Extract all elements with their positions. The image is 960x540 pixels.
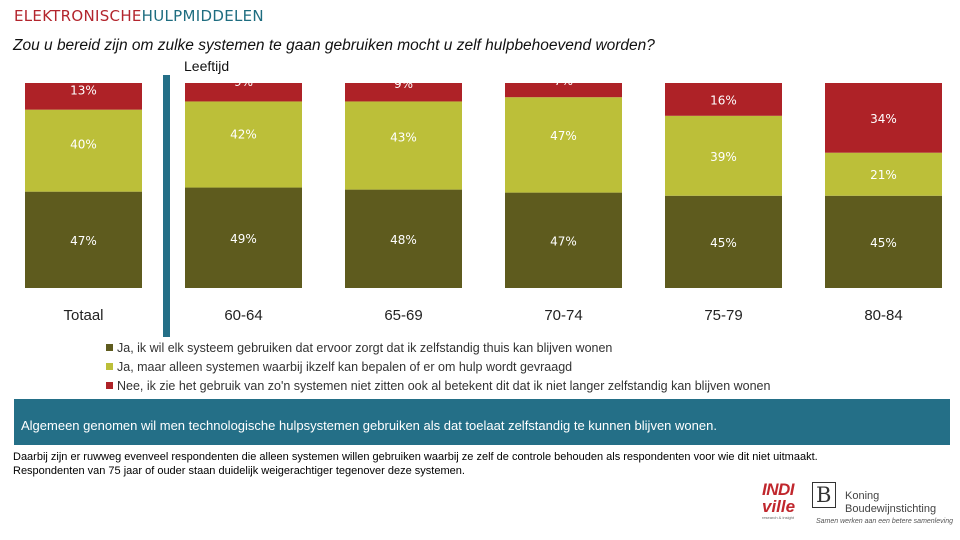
- bar-segment-ja_alleen-4: [665, 115, 782, 196]
- legend-swatch-ja-alleen: [106, 363, 113, 370]
- indiville-logo-line-1: INDI: [762, 480, 795, 499]
- indiville-logo: INDI ville research & insight: [762, 481, 804, 525]
- footnote-line-1: Daarbij zijn er ruwweg evenveel responde…: [13, 451, 818, 463]
- data-label-ja_alleen-4: 39%: [710, 150, 737, 164]
- bar-segment-nee-4: [665, 83, 782, 116]
- data-label-nee-0: 13%: [70, 83, 97, 97]
- bar-segment-nee-0: [25, 83, 142, 110]
- totaal-divider: [163, 75, 170, 337]
- stacked-bar-chart: 47% 40% 13% Totaal 49% 42% 9% 60-64 48% 43% 9% 65-6…: [25, 74, 942, 337]
- bar-segment-ja_alleen-1: [185, 101, 302, 188]
- legend-label-nee: Nee, ik zie het gebruik van zo'n systeme…: [117, 378, 771, 393]
- title-part-2: HULPMIDDELEN: [141, 7, 264, 25]
- bar-segment-nee-2: [345, 83, 462, 102]
- bar-segment-ja_elk-3: [505, 192, 622, 288]
- footnote: Daarbij zijn er ruwweg evenveel responde…: [13, 451, 818, 478]
- bar-segment-nee-5: [825, 83, 942, 153]
- bar-segment-nee-3: [505, 83, 622, 98]
- legend-item-ja-alleen: Ja, maar alleen systemen waarbij ikzelf …: [106, 357, 770, 376]
- kbs-crest-letter: B: [816, 483, 832, 507]
- category-label-1: 60-64: [224, 307, 262, 324]
- conclusion-banner: Algemeen genomen wil men technologische …: [14, 399, 950, 445]
- bar-segment-ja_elk-0: [25, 191, 142, 288]
- category-label-0: Totaal: [63, 307, 103, 324]
- data-label-ja_alleen-3: 47%: [550, 129, 577, 143]
- data-label-ja_alleen-5: 21%: [870, 168, 897, 182]
- category-label-4: 75-79: [704, 307, 742, 324]
- data-label-ja_alleen-0: 40%: [70, 138, 97, 152]
- legend-item-ja-elk: Ja, ik wil elk systeem gebruiken dat erv…: [106, 338, 770, 357]
- kbs-logo: B Koning Boudewijnstichting Samen werken…: [812, 482, 953, 526]
- bar-segment-ja_alleen-2: [345, 101, 462, 190]
- slide-title: ELEKTRONISCHEHULPMIDDELEN: [14, 7, 264, 25]
- data-label-nee-2: 9%: [394, 77, 413, 91]
- conclusion-text: Algemeen genomen wil men technologische …: [21, 418, 717, 433]
- kbs-crest-icon: B: [812, 482, 836, 508]
- bar-segment-ja_alleen-3: [505, 97, 622, 193]
- bar-segment-ja_alleen-5: [825, 152, 942, 196]
- bar-segment-ja_elk-2: [345, 189, 462, 288]
- footnote-line-2: Respondenten van 75 jaar of ouder staan …: [13, 464, 465, 477]
- data-label-ja_elk-4: 45%: [710, 236, 737, 250]
- bar-segment-ja_elk-1: [185, 187, 302, 288]
- data-label-ja_elk-1: 49%: [230, 232, 257, 246]
- data-label-ja_elk-2: 48%: [390, 233, 417, 247]
- data-label-ja_elk-0: 47%: [70, 234, 97, 248]
- data-label-ja_alleen-2: 43%: [390, 131, 417, 145]
- category-label-5: 80-84: [864, 307, 902, 324]
- legend-label-ja-elk: Ja, ik wil elk systeem gebruiken dat erv…: [117, 340, 613, 355]
- bar-segment-ja_elk-5: [825, 195, 942, 288]
- data-label-ja_elk-5: 45%: [870, 236, 897, 250]
- chart-subtitle: Leeftijd: [184, 58, 230, 74]
- title-part-1: ELEKTRONISCHE: [14, 7, 142, 25]
- indiville-logo-line-2: ville: [762, 497, 796, 516]
- data-label-nee-5: 34%: [870, 112, 897, 126]
- kbs-name-line-1: Koning: [845, 490, 880, 502]
- legend-item-nee: Nee, ik zie het gebruik van zo'n systeme…: [106, 376, 770, 395]
- legend-label-ja-alleen: Ja, maar alleen systemen waarbij ikzelf …: [117, 359, 573, 374]
- legend-swatch-nee: [106, 382, 113, 389]
- indiville-tagline: research & insight: [762, 515, 795, 520]
- data-label-nee-4: 16%: [710, 93, 737, 107]
- category-label-2: 65-69: [384, 307, 422, 324]
- bar-segment-ja_elk-4: [665, 195, 782, 288]
- chart-legend: Ja, ik wil elk systeem gebruiken dat erv…: [106, 338, 770, 395]
- kbs-tagline: Samen werken aan een betere samenleving: [816, 518, 953, 525]
- data-label-ja_elk-3: 47%: [550, 234, 577, 248]
- legend-swatch-ja-elk: [106, 344, 113, 351]
- bar-segment-nee-1: [185, 83, 302, 102]
- data-label-ja_alleen-1: 42%: [230, 128, 257, 142]
- bar-segment-ja_alleen-0: [25, 109, 142, 192]
- category-label-3: 70-74: [544, 307, 582, 324]
- data-label-nee-1: 9%: [234, 75, 253, 89]
- data-label-nee-3: 7%: [554, 74, 573, 88]
- kbs-name-line-2: Boudewijnstichting: [845, 503, 937, 515]
- survey-question: Zou u bereid zijn om zulke systemen te g…: [13, 37, 655, 54]
